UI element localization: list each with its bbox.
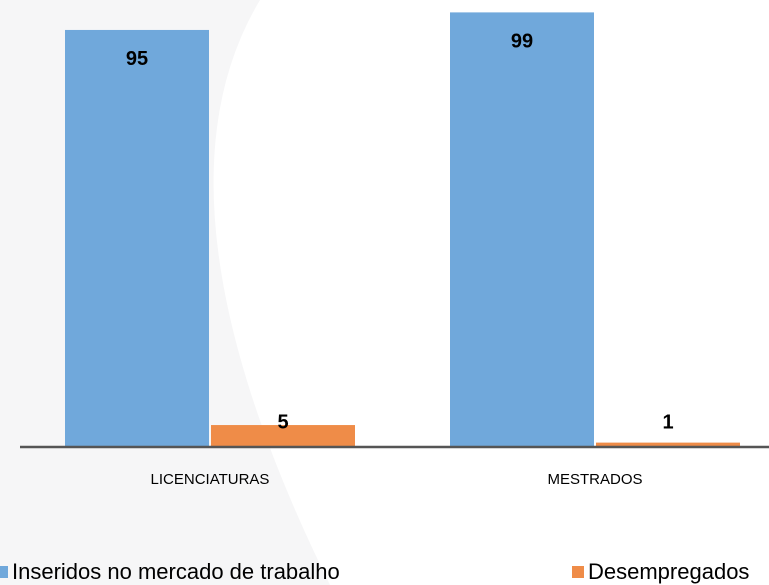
legend-swatch	[0, 566, 8, 578]
x-tick-label: MESTRADOS	[547, 471, 642, 488]
data-label: 1	[662, 411, 673, 433]
bar	[65, 29, 209, 447]
bar	[211, 425, 355, 447]
data-label: 95	[126, 48, 148, 70]
legend-label: Inseridos no mercado de trabalho	[12, 559, 340, 584]
data-label: 99	[511, 31, 533, 53]
x-tick-label: LICENCIATURAS	[151, 471, 270, 488]
bar	[596, 442, 740, 447]
bar	[450, 12, 594, 447]
legend-label: Desempregados	[588, 559, 749, 584]
legend-swatch	[572, 566, 584, 578]
data-label: 5	[277, 411, 288, 433]
